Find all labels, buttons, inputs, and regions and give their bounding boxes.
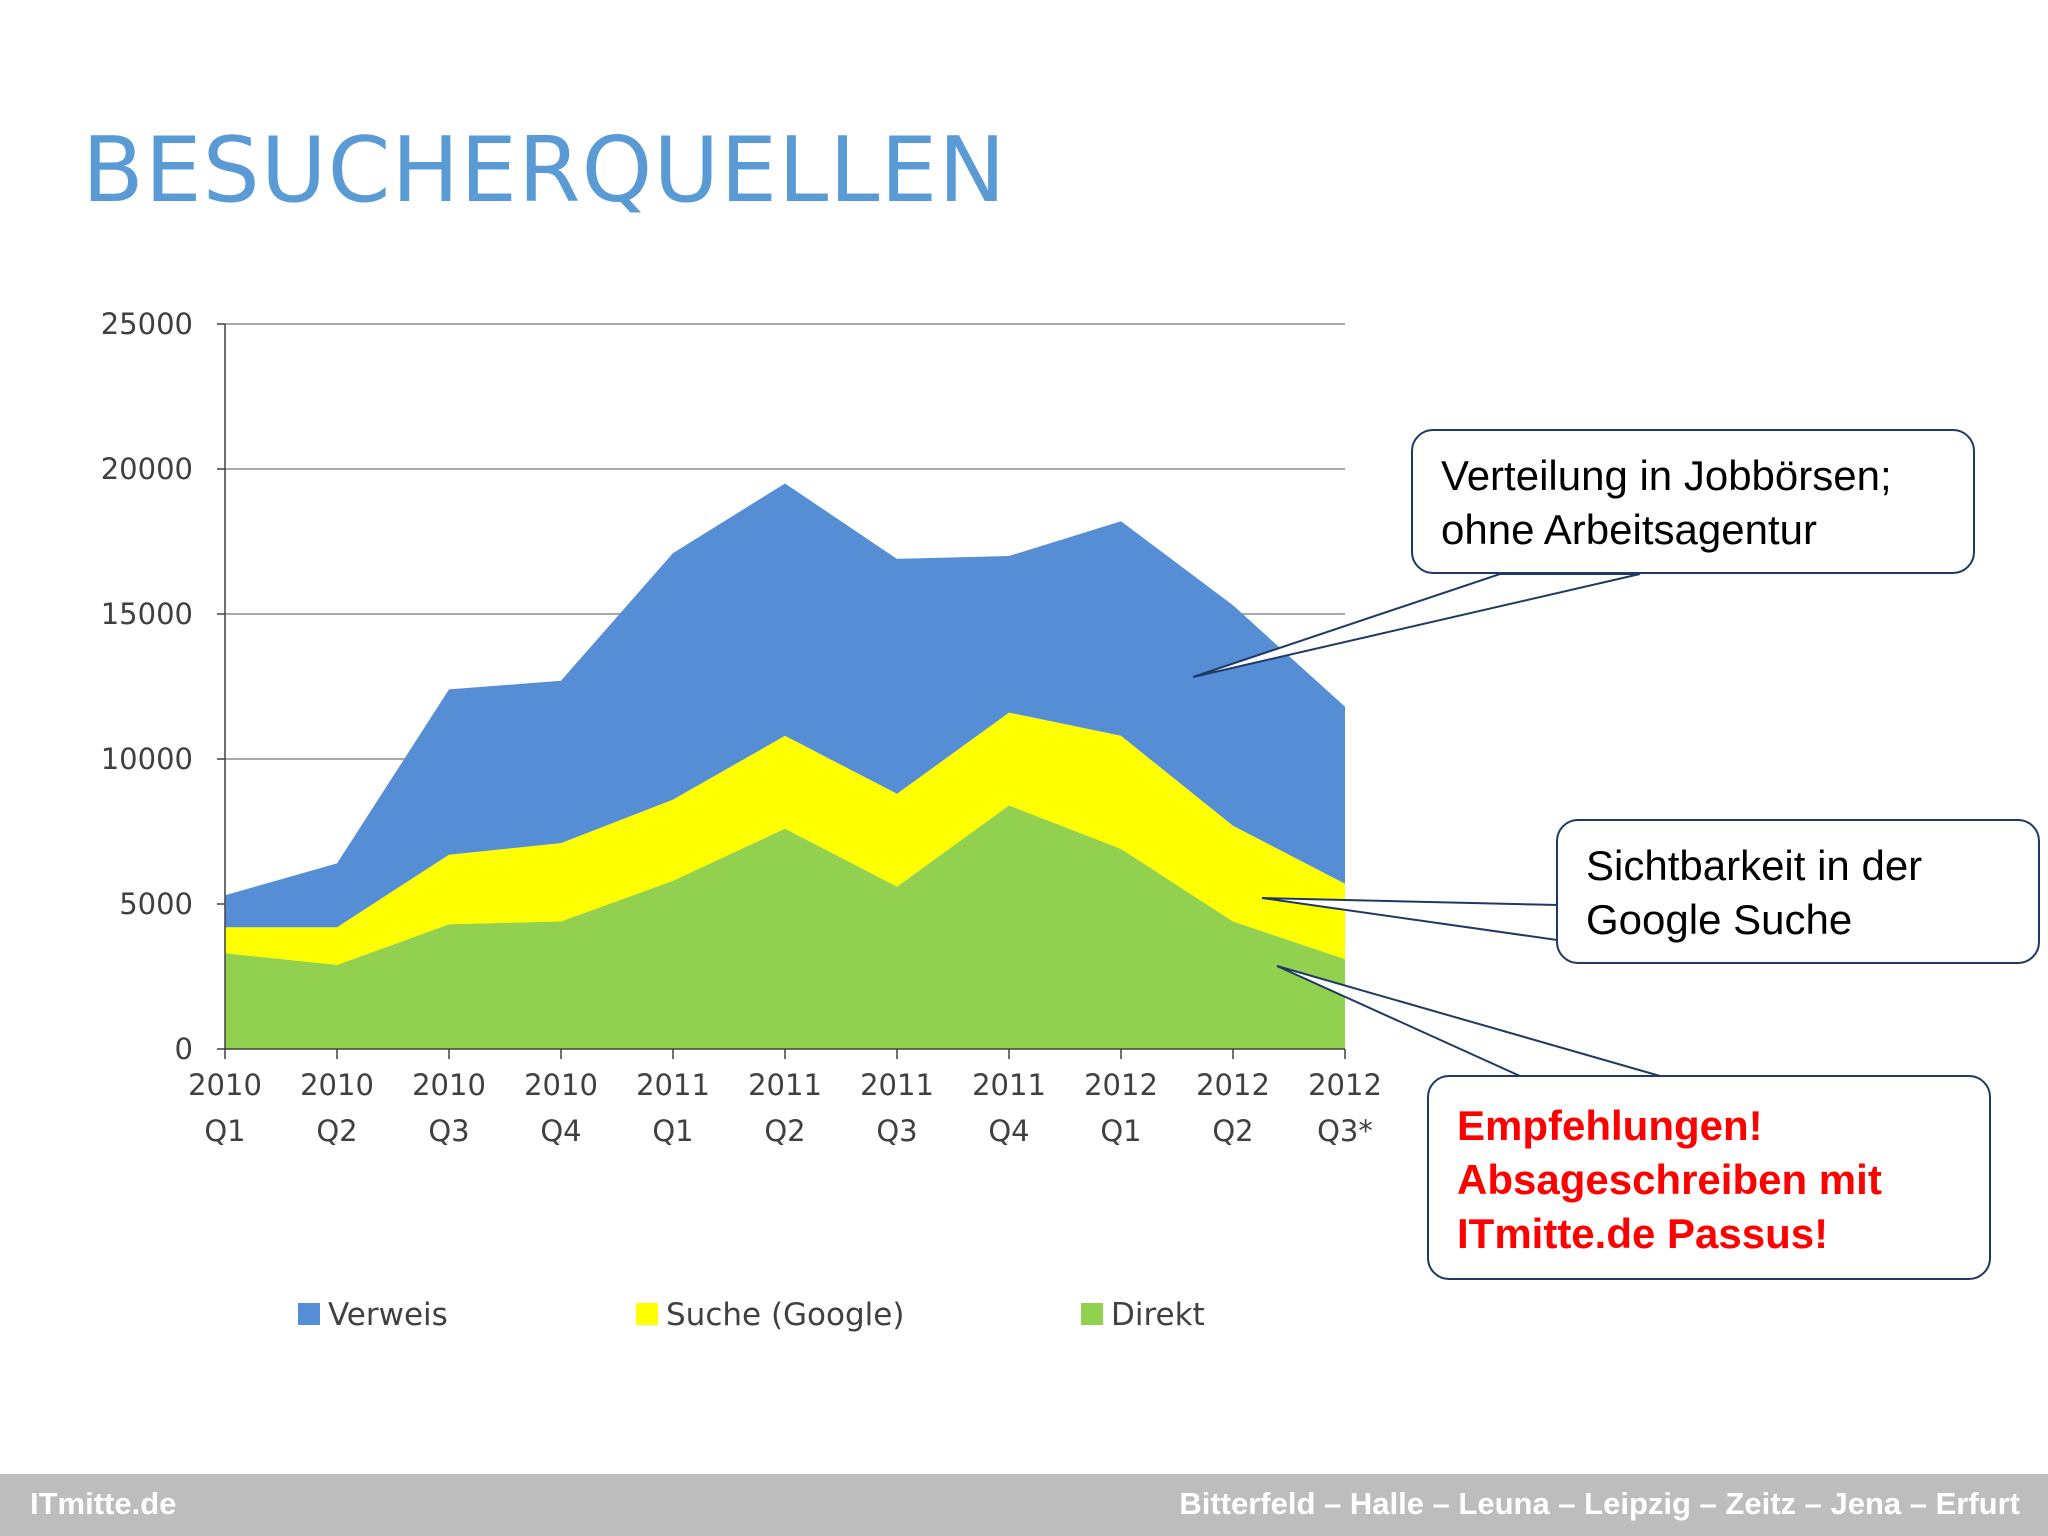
x-tick-label-year: 2012 bbox=[1308, 1068, 1382, 1102]
x-tick-label-year: 2011 bbox=[860, 1068, 934, 1102]
callout-suche-line-2: Google Suche bbox=[1586, 896, 1853, 943]
footer-bar: ITmitte.de Bitterfeld – Halle – Leuna – … bbox=[0, 1474, 2048, 1536]
callout-suche: Sichtbarkeit in der Google Suche bbox=[1556, 819, 2040, 964]
y-tick-label: 20000 bbox=[101, 452, 193, 486]
x-tick-label-year: 2011 bbox=[636, 1068, 710, 1102]
callout-pointers bbox=[1192, 573, 1661, 1077]
stacked-area-chart: 0 5000 10000 15000 20000 25000 2010 Q1 2010 Q2 201… bbox=[101, 307, 1661, 1333]
x-tick-label-year: 2010 bbox=[188, 1068, 262, 1102]
x-tick-label-year: 2011 bbox=[748, 1068, 822, 1102]
legend-label-suche-google: Suche (Google) bbox=[666, 1297, 904, 1333]
y-tick-label: 0 bbox=[175, 1032, 193, 1066]
callout-verweis-line-2: ohne Arbeitsagentur bbox=[1441, 506, 1817, 553]
y-tick-label: 5000 bbox=[119, 887, 193, 921]
x-tick-label-year: 2012 bbox=[1196, 1068, 1270, 1102]
callout-direkt: Empfehlungen! Absageschreiben mit ITmitt… bbox=[1427, 1075, 1991, 1280]
area-suche-google bbox=[225, 712, 1345, 965]
x-tick-label-year: 2011 bbox=[972, 1068, 1046, 1102]
x-tick-label-quarter: Q1 bbox=[204, 1114, 245, 1148]
x-tick-label-quarter: Q2 bbox=[1212, 1114, 1253, 1148]
area-verweis bbox=[225, 483, 1345, 928]
y-tick-label: 15000 bbox=[101, 597, 193, 631]
x-tick-label-quarter: Q4 bbox=[540, 1114, 581, 1148]
callout-suche-line-1: Sichtbarkeit in der bbox=[1586, 842, 1923, 889]
callout-pointer-verweis bbox=[1192, 573, 1641, 678]
axes: 0 5000 10000 15000 20000 25000 2010 Q1 2010 Q2 201… bbox=[101, 307, 1382, 1148]
x-tick-label-quarter: Q3* bbox=[1317, 1114, 1373, 1148]
footer-brand: ITmitte.de bbox=[30, 1486, 177, 1521]
x-tick-label-quarter: Q1 bbox=[652, 1114, 693, 1148]
x-tick-label-quarter: Q4 bbox=[988, 1114, 1029, 1148]
y-tick-label: 10000 bbox=[101, 742, 193, 776]
callout-direkt-line-1: Empfehlungen! bbox=[1457, 1102, 1763, 1149]
x-tick-label-year: 2010 bbox=[300, 1068, 374, 1102]
x-tick-label-quarter: Q2 bbox=[316, 1114, 357, 1148]
legend: Verweis Suche (Google) Direkt bbox=[298, 1297, 1205, 1333]
legend-label-verweis: Verweis bbox=[328, 1297, 448, 1333]
x-tick-label-quarter: Q3 bbox=[428, 1114, 469, 1148]
legend-swatch-direkt bbox=[1081, 1303, 1103, 1325]
x-tick-label-quarter: Q1 bbox=[1100, 1114, 1141, 1148]
x-tick-label-year: 2010 bbox=[412, 1068, 486, 1102]
callout-verweis: Verteilung in Jobbörsen; ohne Arbeitsage… bbox=[1411, 429, 1975, 574]
area-series-layer bbox=[225, 483, 1345, 1049]
area-direkt bbox=[225, 805, 1345, 1049]
slide-title: BESUCHERQUELLEN bbox=[82, 118, 1007, 223]
callout-verweis-line-1: Verteilung in Jobbörsen; bbox=[1441, 452, 1892, 499]
y-tick-label: 25000 bbox=[101, 307, 193, 341]
x-tick-label-quarter: Q3 bbox=[876, 1114, 917, 1148]
callout-direkt-line-3: ITmitte.de Passus! bbox=[1457, 1210, 1829, 1257]
legend-swatch-verweis bbox=[298, 1303, 320, 1325]
footer-locations: Bitterfeld – Halle – Leuna – Leipzig – Z… bbox=[1179, 1486, 2020, 1521]
legend-swatch-suche-google bbox=[636, 1303, 658, 1325]
callout-direkt-line-2: Absageschreiben mit bbox=[1457, 1156, 1882, 1203]
x-tick-label-year: 2010 bbox=[524, 1068, 598, 1102]
x-tick-label-quarter: Q2 bbox=[764, 1114, 805, 1148]
x-tick-label-year: 2012 bbox=[1084, 1068, 1158, 1102]
legend-label-direkt: Direkt bbox=[1111, 1297, 1205, 1333]
